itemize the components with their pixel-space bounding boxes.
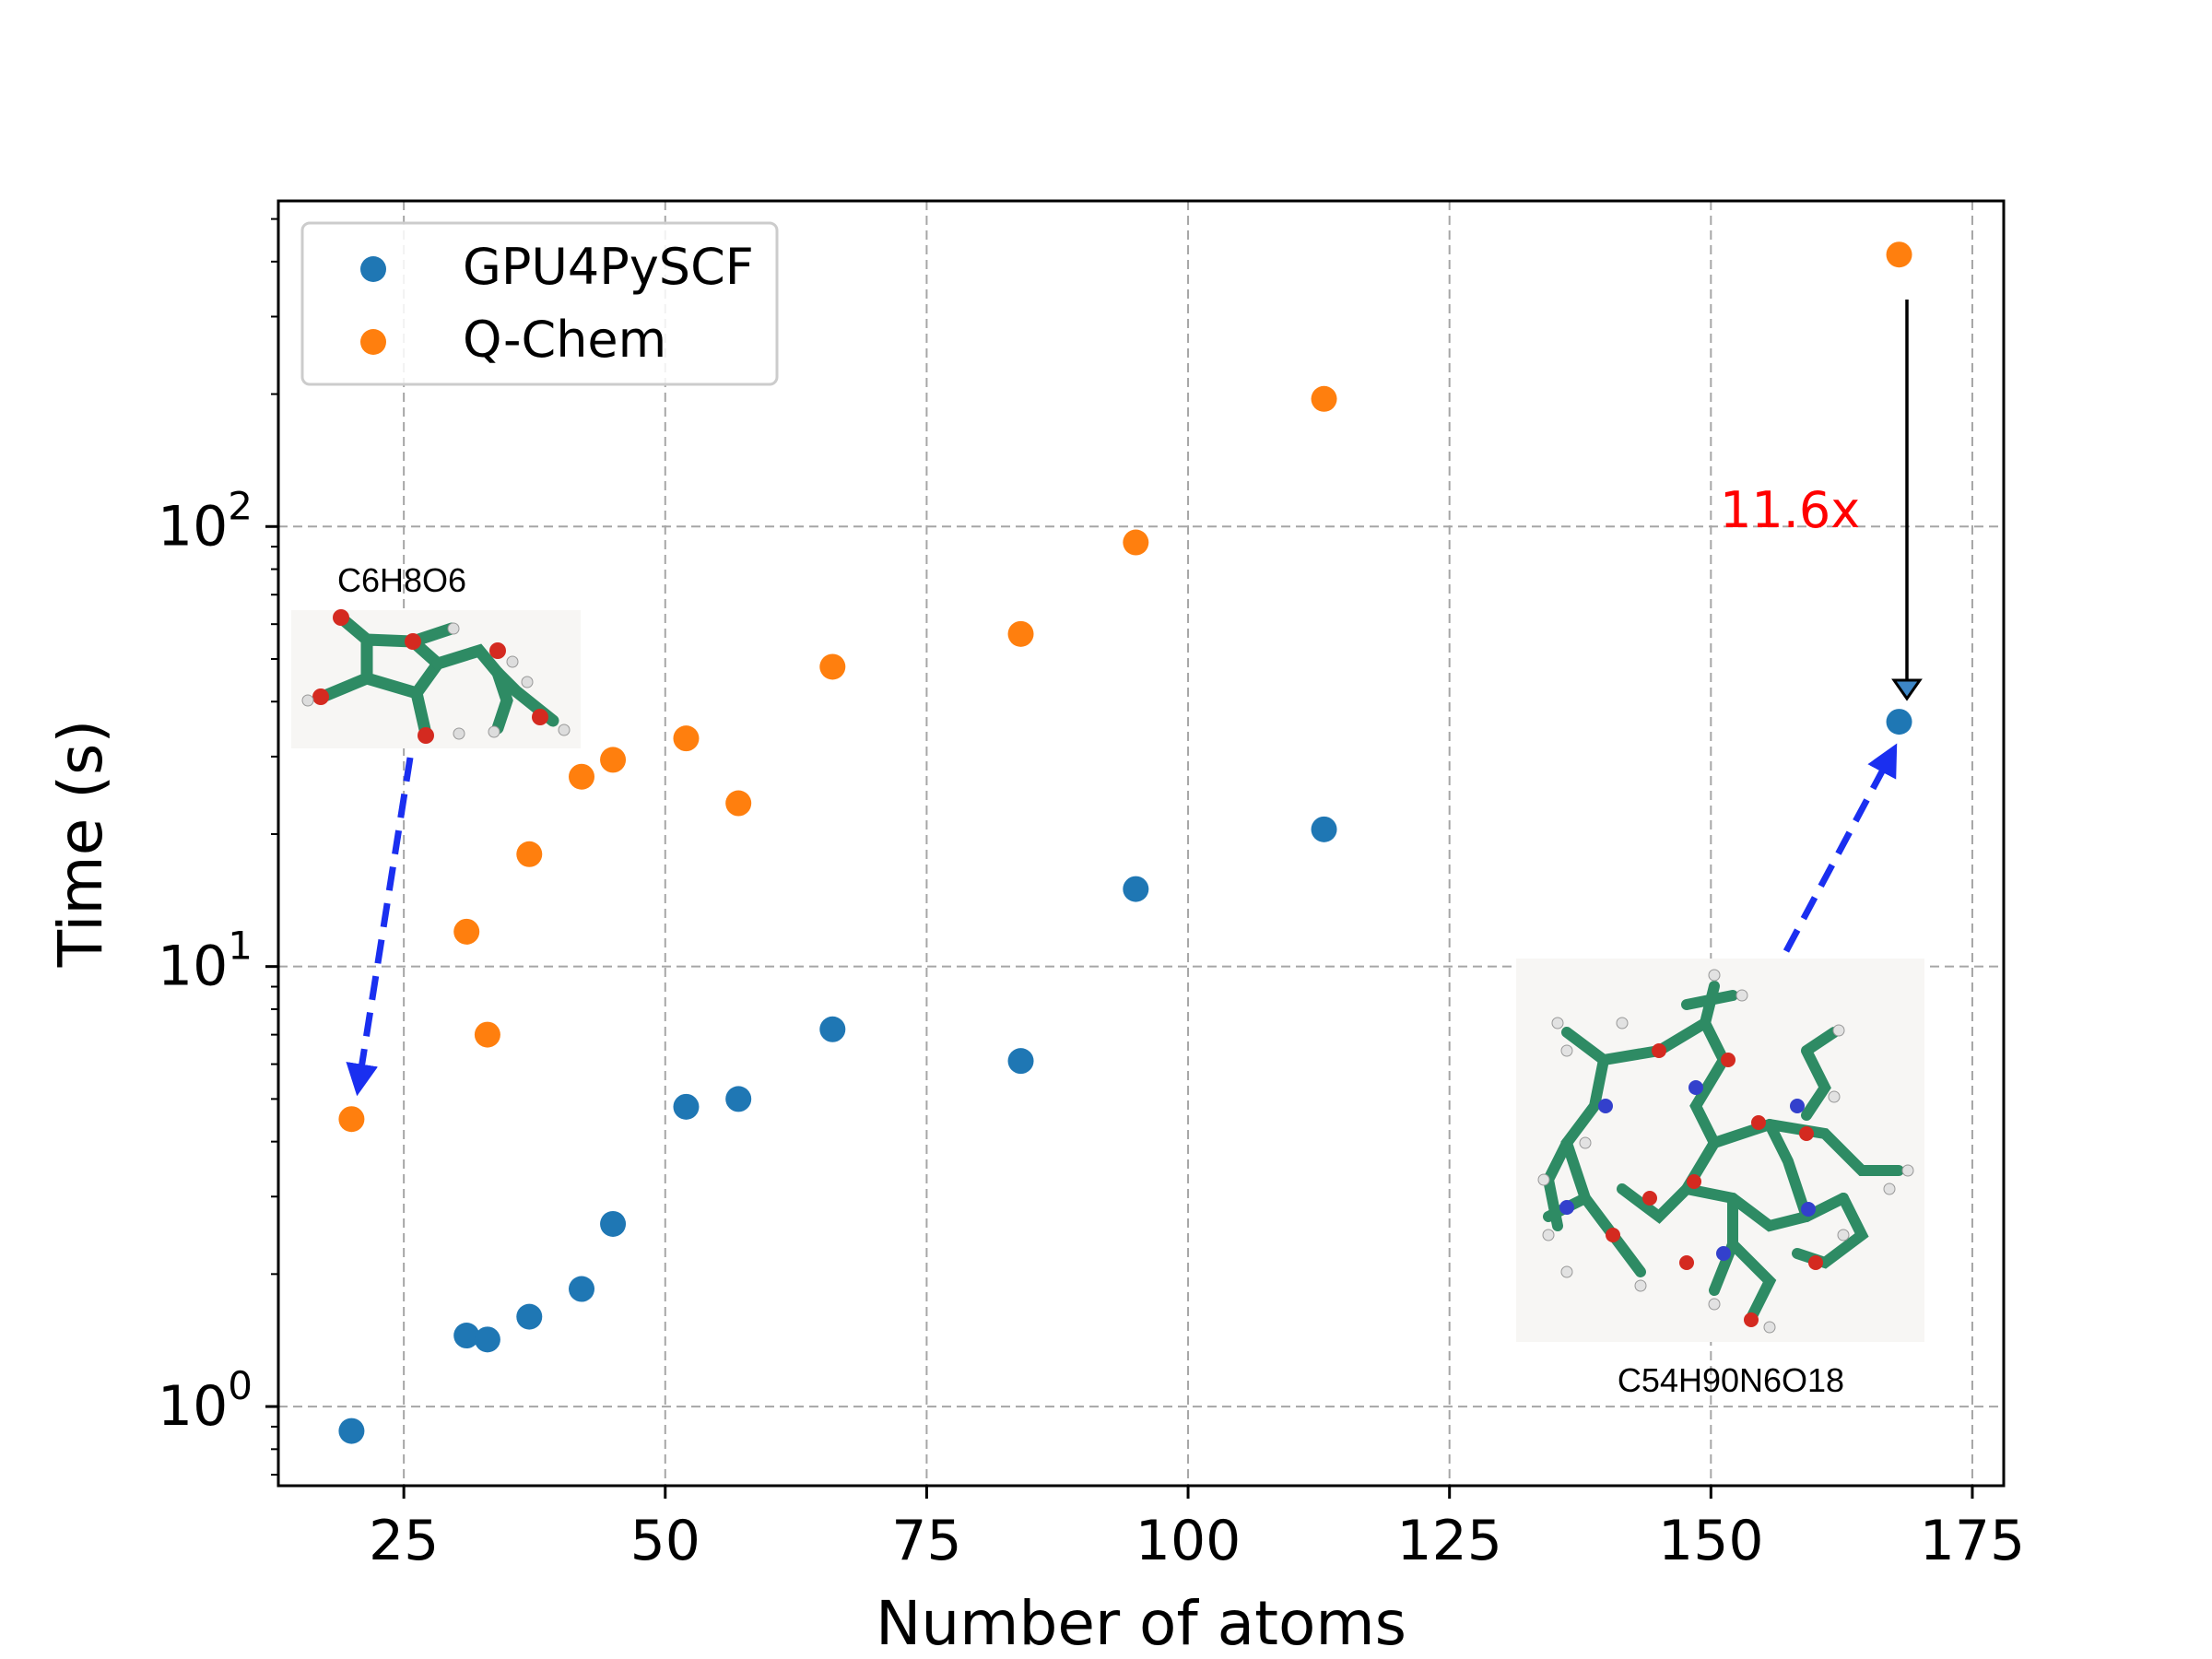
point-q-chem [1007,620,1034,647]
point-gpu4pyscf [725,1086,752,1112]
point-q-chem [1886,241,1912,268]
y-tick-label: 100 [158,1363,253,1439]
y-tick-label: 102 [158,483,253,559]
axis-ticks: 25 50 75 100 125 150 175 100 101 102 [158,218,2026,1573]
x-tick-label: 50 [630,1509,700,1573]
large-molecule-arrow [1783,743,1898,953]
plot-frame [276,199,2006,1488]
point-gpu4pyscf [516,1303,543,1330]
y-axis-label: Time (s) [45,720,116,968]
legend-box [300,221,779,386]
point-q-chem [516,841,543,867]
large-molecule-image [1516,959,1924,1342]
point-gpu4pyscf [600,1210,627,1237]
speedup-arrow [1891,300,1923,701]
point-gpu4pyscf [453,1323,480,1349]
point-q-chem [819,653,846,680]
legend-label-gpu4pyscf: GPU4PySCF [463,238,754,296]
point-gpu4pyscf [1311,816,1337,842]
x-tick-label: 25 [369,1509,439,1573]
point-gpu4pyscf [1007,1048,1034,1075]
legend-marker-qchem [360,329,386,355]
data-points [338,241,1912,1444]
point-gpu4pyscf [819,1016,846,1042]
small-molecule-label: C6H8O6 [337,561,466,599]
y-tick-label: 101 [158,924,253,999]
x-tick-label: 150 [1658,1509,1764,1573]
point-q-chem [1123,529,1149,556]
speedup-label: 11.6x [1720,481,1860,539]
legend-marker-gpu4pyscf [360,256,386,282]
x-tick-label: 175 [1920,1509,2026,1573]
point-q-chem [569,763,595,790]
legend: GPU4PySCF Q-Chem [300,221,779,386]
x-axis-label: Number of atoms [876,1588,1406,1659]
point-gpu4pyscf [673,1093,700,1120]
x-tick-label: 125 [1396,1509,1502,1573]
point-q-chem [453,918,480,945]
point-q-chem [600,747,627,773]
point-gpu4pyscf [1886,709,1912,735]
legend-label-qchem: Q-Chem [463,311,666,369]
point-gpu4pyscf [569,1276,595,1302]
large-molecule-label: C54H90N6O18 [1618,1361,1844,1399]
point-q-chem [338,1106,365,1133]
point-gpu4pyscf [338,1418,365,1444]
point-q-chem [474,1021,500,1048]
point-q-chem [725,790,752,817]
small-molecule-image [291,609,581,748]
point-q-chem [673,725,700,752]
point-gpu4pyscf [1123,876,1149,902]
point-q-chem [1311,385,1337,412]
x-tick-label: 100 [1135,1509,1241,1573]
x-tick-label: 75 [891,1509,961,1573]
point-gpu4pyscf [474,1326,500,1353]
small-molecule-arrow [346,757,414,1097]
